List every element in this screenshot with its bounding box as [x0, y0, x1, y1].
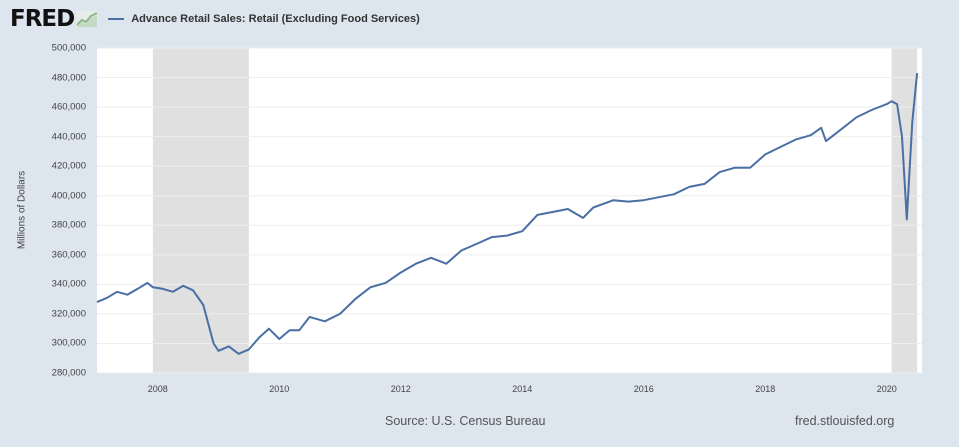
x-tick-label: 2020 — [876, 384, 897, 394]
site-link[interactable]: fred.stlouisfed.org — [795, 414, 895, 428]
chart-header: FRED Advance Retail Sales: Retail (Exclu… — [10, 6, 420, 32]
y-tick-label: 400,000 — [51, 190, 86, 202]
x-tick-label: 2012 — [390, 384, 411, 394]
y-tick-label: 440,000 — [51, 131, 86, 143]
y-tick-label: 280,000 — [51, 367, 86, 379]
y-tick-label: 480,000 — [51, 72, 86, 84]
legend-swatch — [108, 18, 125, 20]
x-tick-label: 2008 — [147, 384, 168, 394]
recession-band — [891, 48, 918, 373]
y-tick-label: 380,000 — [51, 219, 86, 231]
x-tick-label: 2014 — [512, 384, 533, 394]
y-tick-label: 300,000 — [51, 337, 86, 349]
source-credit: Source: U.S. Census Bureau — [385, 414, 546, 428]
chart-line-icon — [76, 11, 99, 27]
x-tick-label: 2018 — [755, 384, 776, 394]
recession-band — [152, 48, 249, 373]
y-tick-label: 460,000 — [51, 101, 86, 113]
y-tick-label: 340,000 — [51, 278, 86, 290]
series-line — [96, 73, 919, 355]
y-tick-label: 320,000 — [51, 308, 86, 320]
y-tick-label: 360,000 — [51, 249, 86, 261]
chart-legend: Advance Retail Sales: Retail (Excluding … — [108, 13, 420, 25]
legend-label: Advance Retail Sales: Retail (Excluding … — [131, 13, 420, 25]
y-tick-label: 420,000 — [51, 160, 86, 172]
fred-logo[interactable]: FRED — [10, 6, 75, 32]
y-tick-label: 500,000 — [51, 42, 86, 54]
x-tick-label: 2010 — [269, 384, 290, 394]
x-tick-label: 2016 — [633, 384, 654, 394]
